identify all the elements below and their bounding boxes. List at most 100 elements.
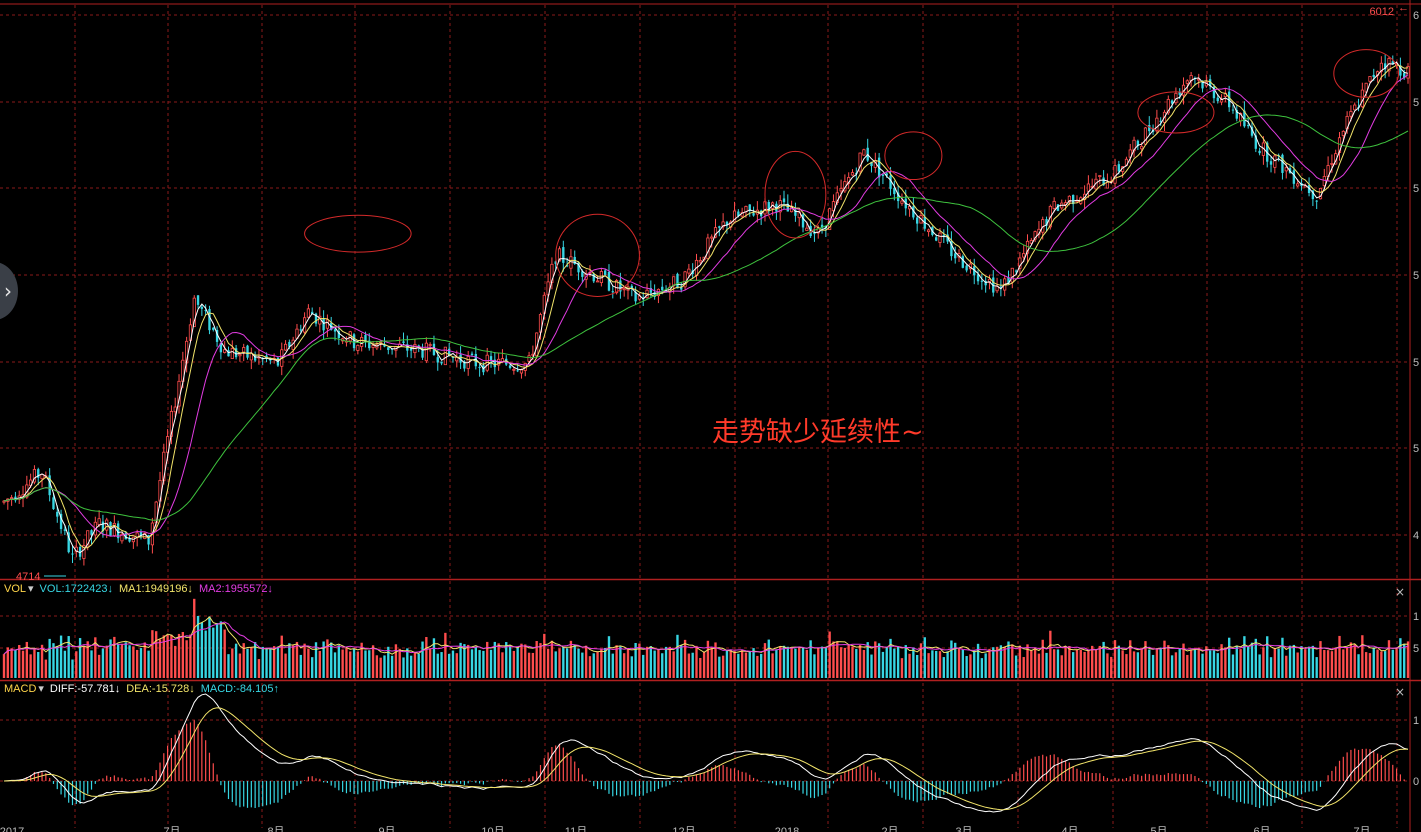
- vol-ma2-line: [3, 621, 1409, 655]
- volume-bar: [284, 653, 287, 678]
- highlight-circle: [764, 150, 827, 239]
- volume-bar: [333, 652, 337, 678]
- candle-body: [333, 329, 337, 332]
- volume-bar: [21, 650, 25, 678]
- vol-indicator-selector[interactable]: VOL: [4, 583, 27, 595]
- price-axis-label: 4: [1413, 530, 1419, 542]
- volume-bar: [1060, 655, 1063, 678]
- candle-body: [881, 174, 885, 176]
- candle-body: [1166, 99, 1170, 114]
- volume-bar: [265, 648, 268, 678]
- moving-average-lines: [3, 61, 1409, 554]
- candle-body: [1311, 190, 1315, 200]
- candle-body: [1018, 257, 1022, 269]
- candle-body: [595, 280, 600, 283]
- candle-body: [1383, 63, 1387, 70]
- volume-bar: [1071, 652, 1075, 678]
- volume-bar: [543, 633, 546, 678]
- candle-body: [219, 342, 223, 353]
- volume-bar: [740, 650, 744, 678]
- volume-bar: [1357, 654, 1360, 678]
- volume-bar: [581, 652, 584, 678]
- expand-sidebar-button[interactable]: ›: [0, 262, 18, 320]
- macd-indicator-selector[interactable]: MACD: [4, 683, 37, 695]
- volume-bar: [113, 636, 116, 678]
- candle-body: [1117, 164, 1121, 172]
- volume-bar: [135, 649, 139, 678]
- candle-body: [1014, 270, 1018, 272]
- volume-bar: [1277, 648, 1280, 678]
- volume-bar: [250, 647, 253, 678]
- candle-body: [299, 329, 302, 331]
- volume-bar: [364, 650, 367, 678]
- volume-bar: [1064, 645, 1067, 678]
- volume-bar: [505, 642, 508, 678]
- volume-bar: [877, 643, 881, 678]
- highlight-circle: [884, 131, 943, 181]
- volume-bar: [409, 655, 413, 678]
- volume-bar: [915, 654, 919, 678]
- candle-body: [1254, 135, 1257, 149]
- volume-bar: [862, 649, 866, 678]
- volume-bar: [771, 653, 774, 678]
- macd-histogram-value: MACD:-84.105↑: [200, 683, 279, 695]
- macd-histogram: [7, 720, 1409, 809]
- candle-body: [463, 361, 466, 369]
- candle-body: [82, 545, 86, 559]
- vol-axis-label: 1: [1413, 611, 1419, 623]
- chevron-down-icon[interactable]: ▾: [28, 583, 34, 595]
- candle-body: [680, 286, 683, 290]
- volume-bar: [1296, 652, 1299, 678]
- volume-bar: [1049, 630, 1052, 678]
- candle-body: [896, 192, 900, 202]
- volume-bar: [447, 653, 451, 678]
- candle-body: [698, 260, 702, 263]
- vol-panel-close-icon[interactable]: ×: [1394, 585, 1406, 599]
- volume-bar: [984, 653, 987, 678]
- candle-body: [59, 513, 63, 529]
- volume-bar: [687, 653, 691, 678]
- candle-body: [40, 474, 44, 480]
- volume-bar: [440, 652, 443, 678]
- volume-bar: [1140, 648, 1143, 678]
- volume-bar: [1079, 649, 1082, 678]
- volume-bar: [1003, 646, 1006, 678]
- volume-bar: [1292, 644, 1296, 678]
- volume-bar: [1262, 647, 1265, 678]
- candle-body: [1102, 177, 1105, 186]
- volume-bar: [1011, 644, 1014, 678]
- candle-body: [1406, 66, 1410, 79]
- macd-panel-close-icon[interactable]: ×: [1394, 685, 1406, 699]
- candle-body: [78, 546, 82, 557]
- volume-bar: [181, 632, 185, 678]
- candle-body: [1269, 161, 1273, 165]
- date-axis-label: 2017: [0, 826, 24, 832]
- candle-body: [622, 288, 626, 291]
- volume-bar: [432, 638, 436, 678]
- volume-bar: [25, 641, 29, 678]
- volume-bar: [1273, 648, 1277, 678]
- volume-bar: [94, 637, 97, 678]
- volume-bar: [288, 643, 291, 678]
- volume-bar: [1186, 654, 1189, 678]
- candle-body: [1033, 231, 1037, 240]
- candle-body: [1403, 73, 1406, 78]
- candle-body: [314, 313, 318, 324]
- volume-bar: [200, 622, 204, 678]
- volume-bar: [1167, 645, 1170, 678]
- volume-bar: [782, 645, 786, 678]
- chevron-down-icon[interactable]: ▾: [38, 683, 44, 695]
- candle-body: [1022, 253, 1026, 258]
- candle-body: [950, 240, 953, 257]
- volume-bar: [18, 645, 21, 678]
- volume-bar: [185, 640, 188, 678]
- chevron-right-icon: ›: [4, 279, 12, 303]
- volume-bar: [291, 645, 295, 678]
- volume-bar: [90, 650, 93, 678]
- volume-bar: [212, 627, 215, 678]
- volume-bar: [710, 647, 713, 678]
- volume-bar: [1323, 649, 1326, 678]
- volume-bar: [1243, 636, 1246, 678]
- volume-bar: [1018, 645, 1022, 678]
